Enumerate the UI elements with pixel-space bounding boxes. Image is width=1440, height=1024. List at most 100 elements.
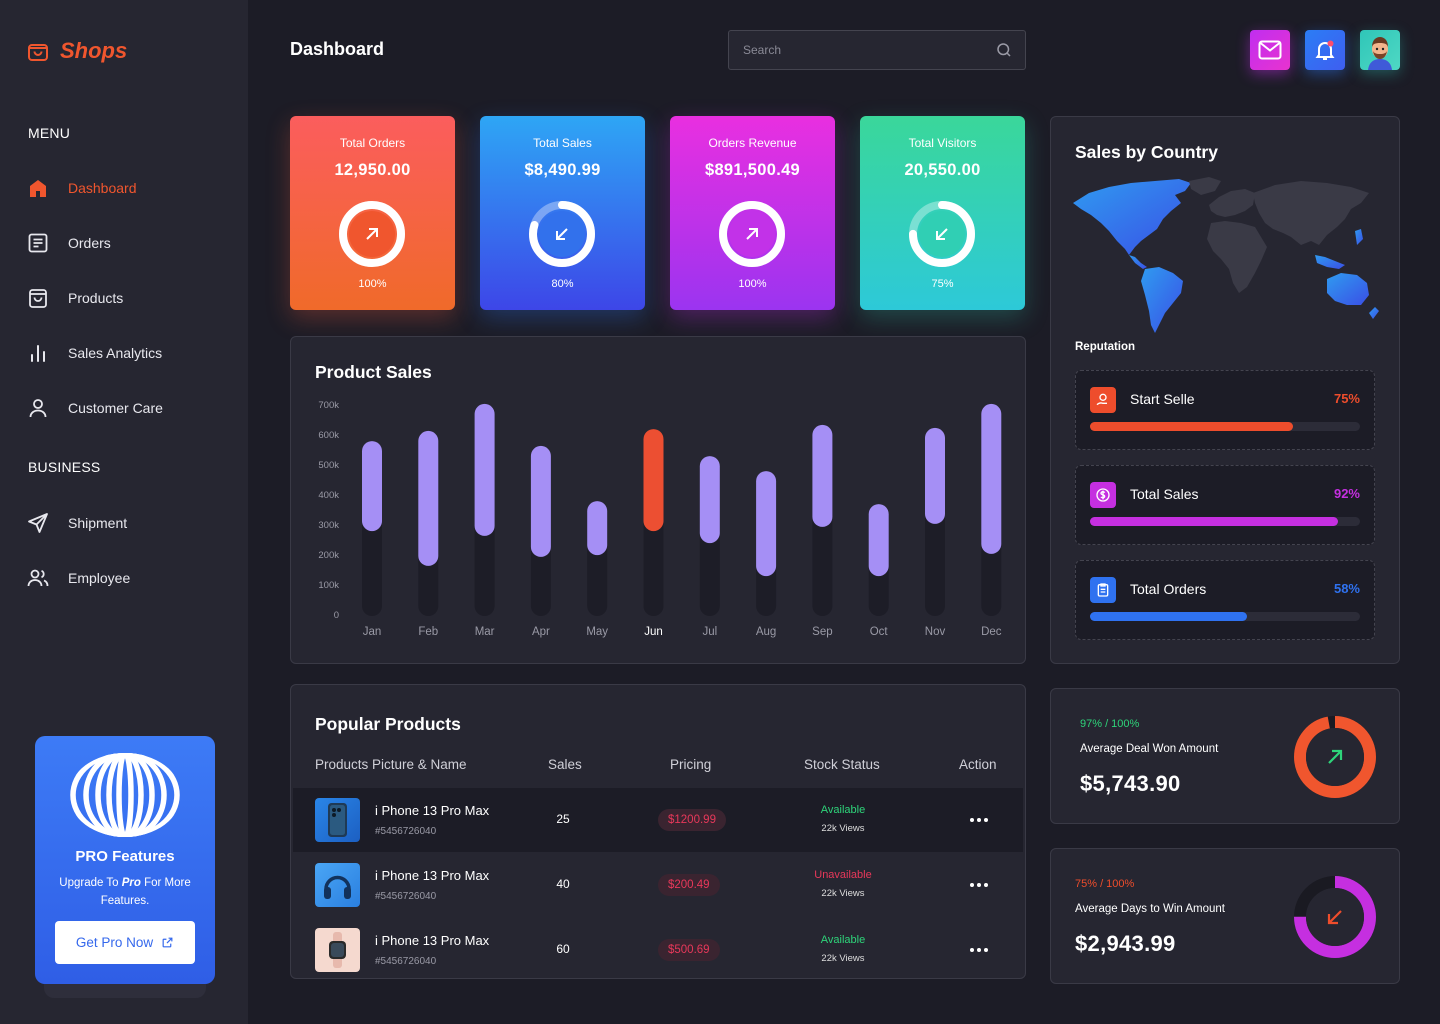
- reputation-item-start-selle[interactable]: Start Selle 75%: [1075, 370, 1375, 450]
- x-tick-label: Oct: [869, 626, 888, 638]
- sidebar-item-customer-care[interactable]: Customer Care: [26, 395, 163, 421]
- reputation-percent: 58%: [1333, 581, 1360, 596]
- sidebar-item-sales-analytics[interactable]: Sales Analytics: [26, 340, 162, 366]
- table-row[interactable]: i Phone 13 Pro Max #5456726040 40 $200.4…: [293, 853, 1023, 917]
- product-thumbnail: [315, 798, 360, 842]
- bar-feb[interactable]: [418, 430, 439, 566]
- product-name: i Phone 13 Pro Max: [375, 803, 490, 818]
- hand-coin-icon: [1090, 387, 1116, 413]
- product-price: $500.69: [658, 939, 720, 961]
- sidebar-item-label: Employee: [68, 570, 131, 586]
- sidebar-item-label: Sales Analytics: [68, 345, 163, 361]
- kpi-ring: [1294, 716, 1376, 798]
- bar-chart-svg: [362, 403, 1002, 616]
- bar-may[interactable]: [587, 501, 608, 556]
- stat-label: Total Sales: [533, 136, 592, 150]
- sidebar-item-label: Orders: [68, 235, 111, 251]
- bar-mar[interactable]: [474, 403, 495, 536]
- progress-fill: [1090, 517, 1339, 526]
- bar-jan[interactable]: [362, 441, 382, 532]
- kpi-ratio: 97% / 100%: [1080, 718, 1140, 730]
- mail-button[interactable]: [1250, 30, 1290, 70]
- arrow-up-right-icon: [746, 228, 758, 240]
- progress-fill: [1090, 422, 1293, 431]
- column-header-product[interactable]: Products Picture & Name: [315, 757, 467, 772]
- reputation-item-total-sales[interactable]: Total Sales 92%: [1075, 465, 1375, 545]
- stat-card-total-sales[interactable]: Total Sales $8,490.99 80%: [480, 116, 645, 310]
- reputation-label: Total Orders: [1130, 581, 1207, 597]
- arrow-down-left-icon: [1327, 910, 1342, 925]
- reputation-label: Total Sales: [1130, 486, 1199, 502]
- bar-jul[interactable]: [699, 456, 720, 544]
- stat-percent: 100%: [738, 278, 767, 290]
- notifications-button[interactable]: [1305, 30, 1345, 70]
- arrow-down-left-icon: [556, 228, 568, 240]
- stat-percent: 75%: [931, 278, 954, 290]
- home-icon: [30, 180, 46, 197]
- x-tick-label: Feb: [418, 626, 439, 638]
- sidebar-item-products[interactable]: Products: [26, 285, 123, 311]
- stat-percent: 80%: [551, 278, 574, 290]
- bar-jun[interactable]: [643, 429, 664, 532]
- search-input[interactable]: [743, 31, 983, 69]
- search-icon[interactable]: [995, 41, 1013, 59]
- reputation-item-total-orders[interactable]: Total Orders 58%: [1075, 560, 1375, 640]
- phone-icon: [328, 803, 347, 837]
- stat-label: Orders Revenue: [708, 136, 797, 150]
- bar-sep[interactable]: [812, 424, 833, 527]
- avatar[interactable]: [1360, 30, 1400, 70]
- kpi-card-deal-won[interactable]: 97% / 100% Average Deal Won Amount $5,74…: [1050, 688, 1400, 824]
- orders-icon: [28, 233, 48, 253]
- column-header-pricing[interactable]: Pricing: [670, 757, 712, 772]
- table-row[interactable]: i Phone 13 Pro Max #5456726040 25 $1200.…: [293, 788, 1023, 852]
- sidebar-item-shipment[interactable]: Shipment: [26, 510, 127, 536]
- logo[interactable]: Shops: [26, 38, 127, 64]
- stat-value: $8,490.99: [524, 161, 601, 179]
- sidebar-item-dashboard[interactable]: Dashboard: [26, 175, 137, 201]
- stat-label: Total Visitors: [908, 136, 977, 150]
- bar-chart-icon: [31, 345, 45, 362]
- more-actions-icon[interactable]: [965, 940, 993, 960]
- sidebar-item-orders[interactable]: Orders: [26, 230, 111, 256]
- reputation-label: Start Selle: [1130, 391, 1195, 407]
- product-views: 22k Views: [821, 888, 865, 899]
- more-actions-icon[interactable]: [965, 875, 993, 895]
- stat-value: 20,550.00: [904, 161, 981, 179]
- more-actions-icon[interactable]: [965, 810, 993, 830]
- product-thumbnail: [315, 863, 360, 907]
- pro-card: PRO Features Upgrade To Pro For More Fea…: [35, 736, 215, 984]
- x-tick-label: Aug: [755, 626, 777, 638]
- world-map: [1073, 177, 1379, 333]
- business-heading: BUSINESS: [28, 459, 101, 475]
- send-icon: [28, 513, 48, 533]
- bar-apr[interactable]: [530, 445, 551, 557]
- stat-percent: 100%: [358, 278, 387, 290]
- table-row[interactable]: i Phone 13 Pro Max #5456726040 60 $500.6…: [293, 918, 1023, 978]
- kpi-label: Average Days to Win Amount: [1075, 903, 1225, 915]
- column-header-stock-status[interactable]: Stock Status: [804, 757, 880, 772]
- bar-aug[interactable]: [756, 471, 777, 577]
- get-pro-button[interactable]: Get Pro Now: [55, 921, 195, 964]
- kpi-card-days-to-win[interactable]: 75% / 100% Average Days to Win Amount $2…: [1050, 848, 1400, 984]
- column-header-sales[interactable]: Sales: [548, 757, 582, 772]
- popular-products-title: Popular Products: [315, 714, 461, 734]
- progress-track: [1090, 517, 1360, 526]
- bar-oct[interactable]: [868, 504, 889, 577]
- column-header-action[interactable]: Action: [959, 757, 997, 772]
- stock-status: Available: [820, 804, 866, 816]
- y-tick-label: 700k: [318, 400, 339, 411]
- bar-dec[interactable]: [981, 403, 1002, 554]
- product-sales-panel: Product Sales 700k 600k 500k 400k 300k 200k 10…: [290, 336, 1026, 664]
- stat-card-orders-revenue[interactable]: Orders Revenue $891,500.49 100%: [670, 116, 835, 310]
- stat-card-total-orders[interactable]: Total Orders 12,950.00 100%: [290, 116, 455, 310]
- sidebar-item-label: Customer Care: [68, 400, 163, 416]
- bag-icon: [29, 289, 47, 308]
- sales-by-country-title: Sales by Country: [1075, 142, 1218, 162]
- pro-title: PRO Features: [75, 848, 175, 865]
- watch-icon: [329, 932, 346, 968]
- progress-ring: [339, 201, 405, 267]
- sidebar-item-employee[interactable]: Employee: [26, 565, 130, 591]
- bar-nov[interactable]: [925, 427, 945, 524]
- sidebar-item-label: Shipment: [68, 515, 128, 531]
- stat-card-total-visitors[interactable]: Total Visitors 20,550.00 75%: [860, 116, 1025, 310]
